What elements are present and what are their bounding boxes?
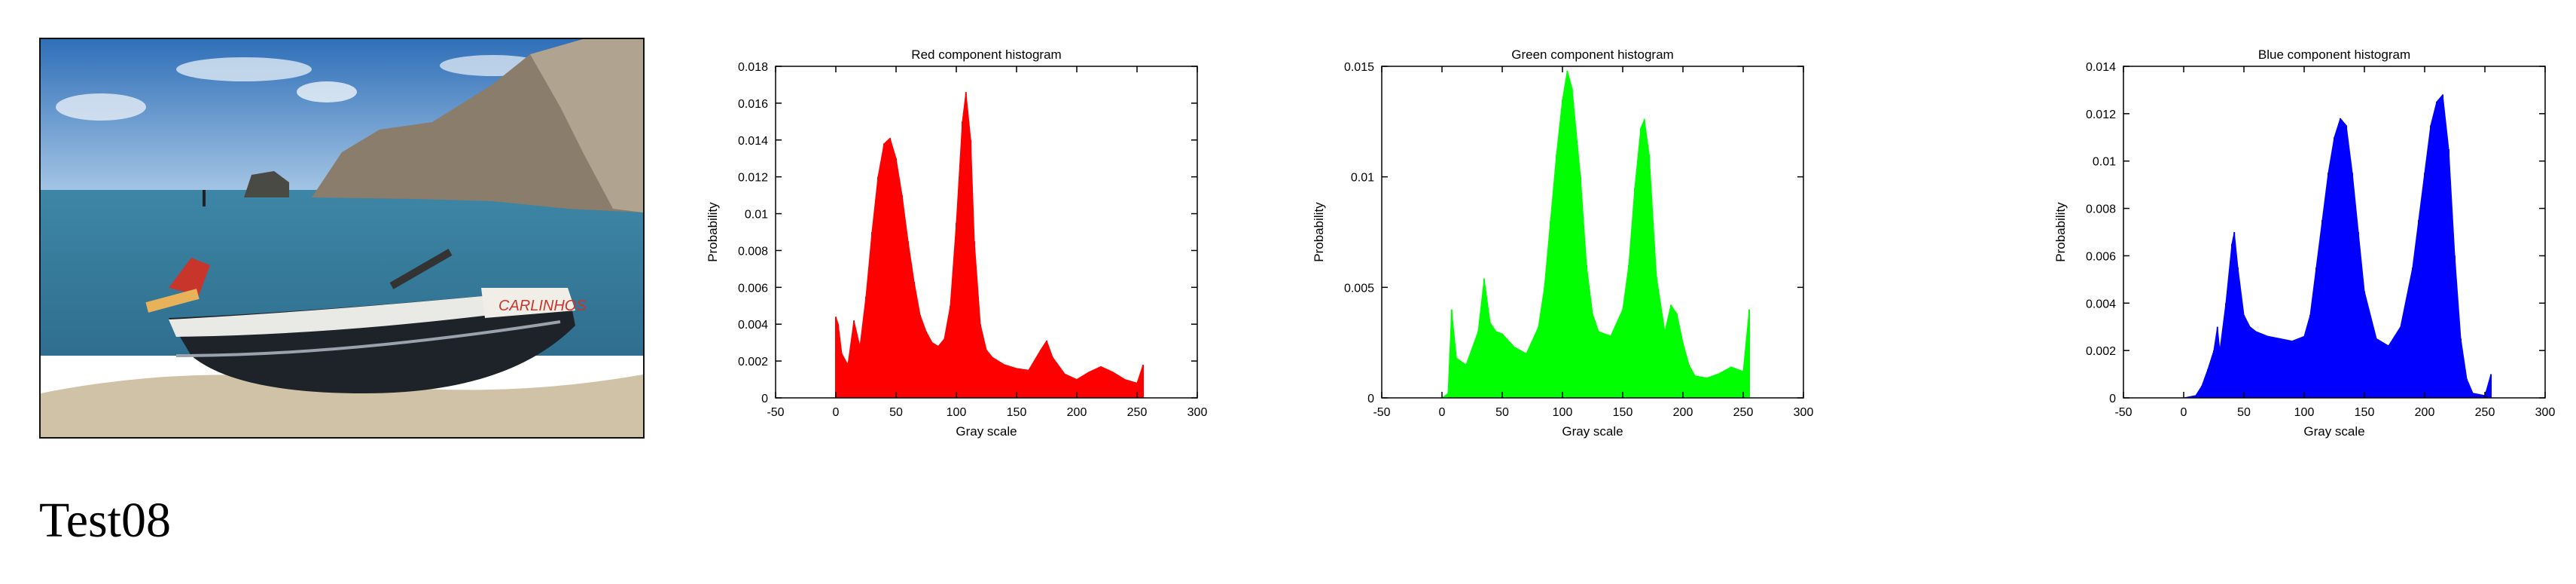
boat-hull-stripe	[169, 288, 572, 337]
green-histogram-chart: Green component histogram-50 0 50 100 150 200…	[1312, 47, 1814, 439]
y-tick-label: 0.014	[2086, 61, 2116, 74]
x-tick-label: -50	[2114, 406, 2132, 419]
plot-frame	[1381, 66, 1804, 399]
x-tick-label: 50	[1495, 406, 1509, 419]
cloud	[176, 57, 312, 81]
x-axis-label: Gray scale	[2303, 424, 2364, 439]
x-tick-label: 100	[2294, 406, 2315, 419]
chart-title: Green component histogram	[1511, 47, 1673, 62]
y-tick-label: 0.012	[738, 172, 768, 185]
boat-stern	[481, 288, 575, 318]
y-tick-label: 0.016	[738, 98, 768, 111]
y-tick-label: 0.01	[2093, 156, 2116, 169]
x-tick-label: 300	[1187, 406, 1208, 419]
boat-oar	[145, 289, 200, 313]
y-tick-label: 0.014	[738, 135, 768, 148]
y-tick-label: 0.01	[1351, 172, 1374, 185]
y-tick-label: 0.004	[738, 319, 768, 332]
y-tick-label: 0.01	[745, 209, 768, 222]
x-tick-label: -50	[767, 406, 784, 419]
boat-oar	[389, 249, 453, 289]
boat-prow	[169, 258, 210, 295]
plot-frame	[775, 66, 1198, 399]
x-tick-label: 0	[1439, 406, 1446, 419]
y-tick-label: 0.018	[738, 61, 768, 74]
x-axis-label: Gray scale	[1562, 424, 1623, 439]
x-tick-label: 200	[1673, 406, 1693, 419]
y-tick-label: 0.005	[1344, 282, 1374, 295]
chart-title: Blue component histogram	[2258, 47, 2410, 62]
windsurfer	[203, 190, 206, 206]
y-tick-label: 0	[2109, 393, 2116, 405]
boat-name: CARLINHOS	[498, 298, 587, 314]
y-tick-label: 0.015	[1344, 61, 1374, 74]
x-tick-label: 200	[1067, 406, 1087, 419]
x-tick-label: 50	[2237, 406, 2251, 419]
x-tick-label: 100	[947, 406, 967, 419]
y-tick-label: 0	[761, 393, 768, 405]
y-axis-label: Probability	[1312, 202, 1326, 262]
x-tick-label: 150	[1613, 406, 1633, 419]
histogram-area	[835, 92, 1144, 399]
x-tick-label: 0	[2181, 406, 2187, 419]
x-tick-label: 150	[2355, 406, 2375, 419]
beach	[41, 375, 643, 437]
y-tick-label: 0.004	[2086, 298, 2116, 310]
histogram-area	[2183, 93, 2492, 399]
boat-waterline	[175, 320, 561, 357]
x-tick-label: 300	[2535, 406, 2556, 419]
y-axis-label: Probability	[706, 202, 720, 262]
y-tick-label: 0.006	[2086, 250, 2116, 263]
y-tick-label: 0.002	[2086, 345, 2116, 358]
y-tick-label: 0.008	[2086, 203, 2116, 216]
boat-photo: CARLINHOS	[39, 38, 645, 439]
x-tick-label: 50	[889, 406, 903, 419]
x-tick-label: 250	[1733, 406, 1754, 419]
y-tick-label: 0.002	[738, 356, 768, 368]
rock	[244, 171, 289, 197]
cliff-highlight	[530, 39, 643, 213]
x-tick-label: 200	[2415, 406, 2435, 419]
x-tick-label: -50	[1373, 406, 1390, 419]
x-tick-label: 100	[1553, 406, 1573, 419]
y-tick-label: 0.008	[738, 245, 768, 258]
histogram-area	[1440, 70, 1750, 399]
cloud	[297, 81, 357, 102]
cloud	[56, 93, 146, 121]
x-axis-label: Gray scale	[956, 424, 1017, 439]
y-tick-label: 0	[1367, 393, 1374, 405]
x-tick-label: 250	[1127, 406, 1148, 419]
y-axis-label: Probability	[2053, 202, 2068, 262]
chart-title: Red component histogram	[911, 47, 1061, 62]
x-tick-label: 300	[1794, 406, 1814, 419]
red-histogram-chart: Red component histogram-50 0 50 100 150 200 25…	[706, 47, 1208, 439]
y-tick-label: 0.006	[738, 282, 768, 295]
boat-photo-illustration: CARLINHOS	[41, 39, 643, 437]
figure-caption: Test08	[39, 493, 172, 548]
blue-histogram-chart: Blue component histogram-50 0 50 100 150 200 2…	[2053, 47, 2556, 439]
x-tick-label: 150	[1007, 406, 1027, 419]
y-tick-label: 0.012	[2086, 109, 2116, 121]
x-tick-label: 0	[833, 406, 840, 419]
plot-frame	[2123, 66, 2546, 399]
x-tick-label: 250	[2475, 406, 2495, 419]
